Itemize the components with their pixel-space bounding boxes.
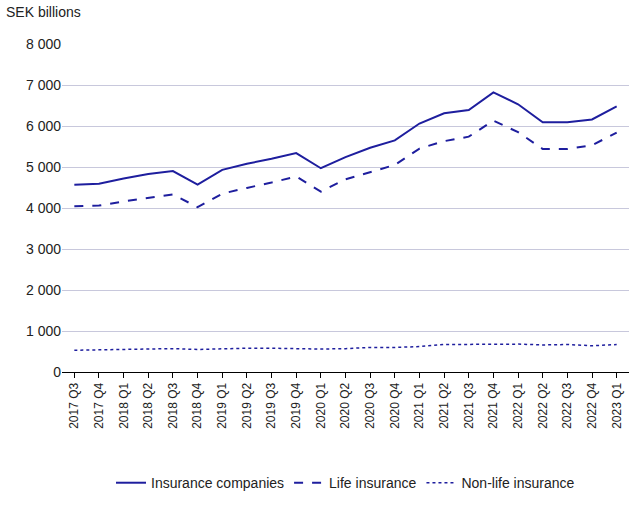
svg-text:2023 Q1: 2023 Q1: [610, 382, 624, 428]
svg-text:Non-life insurance: Non-life insurance: [461, 475, 574, 491]
svg-text:SEK billions: SEK billions: [6, 4, 81, 20]
svg-text:2019 Q2: 2019 Q2: [240, 382, 254, 428]
svg-text:2017 Q3: 2017 Q3: [67, 382, 81, 428]
svg-text:2018 Q1: 2018 Q1: [117, 382, 131, 428]
svg-text:2020 Q1: 2020 Q1: [314, 382, 328, 428]
svg-text:2019 Q3: 2019 Q3: [264, 382, 278, 428]
svg-text:2021 Q2: 2021 Q2: [437, 382, 451, 428]
svg-text:1 000: 1 000: [26, 323, 61, 339]
svg-text:2019 Q4: 2019 Q4: [289, 382, 303, 428]
svg-text:2022 Q3: 2022 Q3: [560, 382, 574, 428]
svg-text:6 000: 6 000: [26, 118, 61, 134]
svg-text:0: 0: [53, 364, 61, 380]
svg-text:2017 Q4: 2017 Q4: [92, 382, 106, 428]
svg-text:2 000: 2 000: [26, 282, 61, 298]
svg-text:2022 Q1: 2022 Q1: [511, 382, 525, 428]
svg-text:2020 Q2: 2020 Q2: [338, 382, 352, 428]
svg-text:8 000: 8 000: [26, 36, 61, 52]
svg-text:2018 Q4: 2018 Q4: [190, 382, 204, 428]
svg-text:Insurance companies: Insurance companies: [151, 475, 284, 491]
svg-text:2021 Q3: 2021 Q3: [462, 382, 476, 428]
svg-text:2018 Q3: 2018 Q3: [166, 382, 180, 428]
svg-text:2022 Q4: 2022 Q4: [585, 382, 599, 428]
svg-text:7 000: 7 000: [26, 77, 61, 93]
svg-text:Life insurance: Life insurance: [329, 475, 416, 491]
svg-text:3 000: 3 000: [26, 241, 61, 257]
svg-text:2020 Q4: 2020 Q4: [388, 382, 402, 428]
svg-text:2021 Q1: 2021 Q1: [412, 382, 426, 428]
svg-text:2018 Q2: 2018 Q2: [141, 382, 155, 428]
svg-text:2022 Q2: 2022 Q2: [536, 382, 550, 428]
svg-text:2019 Q1: 2019 Q1: [215, 382, 229, 428]
svg-text:2021 Q4: 2021 Q4: [486, 382, 500, 428]
svg-text:2020 Q3: 2020 Q3: [363, 382, 377, 428]
svg-text:4 000: 4 000: [26, 200, 61, 216]
svg-text:5 000: 5 000: [26, 159, 61, 175]
